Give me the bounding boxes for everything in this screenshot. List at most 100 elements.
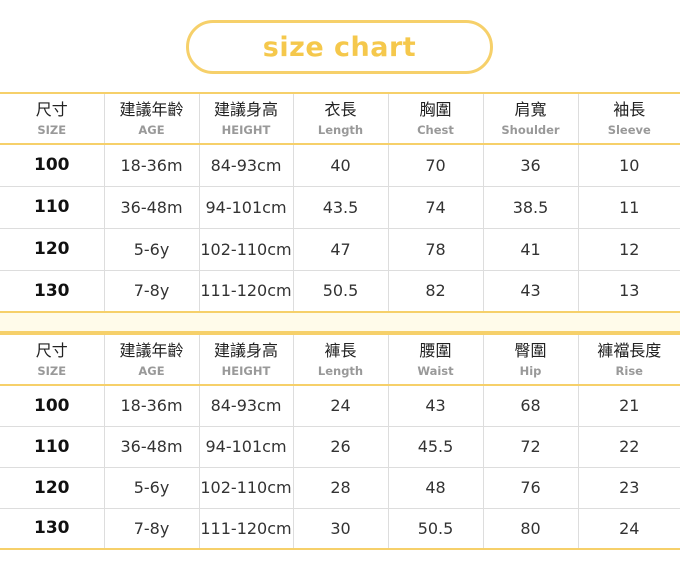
header-row: 尺寸 SIZE 建議年齡 AGE 建議身高 HEIGHT 衣長 Length 胸圍 Chest 肩寬…	[0, 93, 680, 144]
table-row: 100 18-36m 84-93cm 24 43 68 21	[0, 385, 680, 426]
value-cell: 102-110cm	[198, 467, 293, 508]
header-label-zh: 建議身高	[213, 99, 278, 119]
tops-size-table: 尺寸 SIZE 建議年齡 AGE 建議身高 HEIGHT 衣長 Length 胸圍 Chest 肩寬…	[0, 92, 680, 313]
column-header: 衣長 Length	[292, 93, 388, 144]
value-cell: 72	[482, 426, 578, 467]
header-label-en: Hip	[519, 363, 542, 378]
value-cell: 18-36m	[103, 144, 199, 186]
table-divider	[0, 311, 680, 333]
header-label-en: AGE	[138, 363, 165, 378]
header-label-en: Length	[317, 363, 364, 378]
value-cell: 36	[482, 144, 578, 186]
value-cell: 43	[387, 385, 483, 426]
size-cell: 120	[34, 477, 70, 498]
column-header: 建議年齡 AGE	[103, 334, 199, 385]
value-cell: 78	[387, 228, 483, 270]
value-cell: 5-6y	[103, 228, 199, 270]
header-label-zh: 建議年齡	[119, 99, 184, 119]
column-header: 褲長 Length	[292, 334, 388, 385]
value-cell: 40	[292, 144, 388, 186]
value-cell: 23	[577, 467, 680, 508]
value-cell: 82	[387, 270, 483, 312]
column-header: 建議身高 HEIGHT	[198, 334, 293, 385]
table-row: 110 36-48m 94-101cm 43.5 74 38.5 11	[0, 186, 680, 228]
header-label-en: SIZE	[37, 363, 67, 378]
value-cell: 5-6y	[103, 467, 199, 508]
table-row: 130 7-8y 111-120cm 50.5 82 43 13	[0, 270, 680, 312]
header-label-zh: 建議身高	[213, 340, 278, 360]
column-header: 臀圍 Hip	[482, 334, 578, 385]
header-label-zh: 尺寸	[35, 340, 68, 360]
size-cell: 100	[34, 155, 70, 176]
header-label-zh: 褲襠長度	[597, 340, 662, 360]
value-cell: 74	[387, 186, 483, 228]
header-label-zh: 衣長	[324, 99, 357, 119]
table-row: 120 5-6y 102-110cm 28 48 76 23	[0, 467, 680, 508]
value-cell: 45.5	[387, 426, 483, 467]
value-cell: 12	[577, 228, 680, 270]
value-cell: 26	[292, 426, 388, 467]
value-cell: 21	[577, 385, 680, 426]
column-header: 建議身高 HEIGHT	[198, 93, 293, 144]
size-cell: 110	[34, 436, 70, 457]
value-cell: 10	[577, 144, 680, 186]
header-label-en: Sleeve	[607, 122, 651, 137]
value-cell: 68	[482, 385, 578, 426]
size-cell: 130	[34, 280, 70, 301]
column-header: 袖長 Sleeve	[577, 93, 680, 144]
value-cell: 84-93cm	[198, 385, 293, 426]
size-chart-title: size chart	[186, 20, 493, 74]
header-label-zh: 袖長	[613, 99, 646, 119]
header-label-zh: 胸圍	[419, 99, 452, 119]
value-cell: 43.5	[292, 186, 388, 228]
header-label-en: Waist	[417, 363, 454, 378]
size-cell: 100	[34, 395, 70, 416]
value-cell: 50.5	[387, 508, 483, 549]
column-header: 胸圍 Chest	[387, 93, 483, 144]
header-label-en: Length	[317, 122, 364, 137]
header-label-zh: 臀圍	[514, 340, 547, 360]
value-cell: 76	[482, 467, 578, 508]
size-cell: 110	[34, 197, 70, 217]
table-row: 100 18-36m 84-93cm 40 70 36 10	[0, 144, 680, 186]
value-cell: 7-8y	[103, 508, 199, 549]
header-label-en: HEIGHT	[221, 122, 271, 137]
value-cell: 24	[577, 508, 680, 549]
value-cell: 111-120cm	[198, 508, 293, 549]
value-cell: 7-8y	[103, 270, 199, 312]
header-label-en: AGE	[138, 122, 165, 137]
value-cell: 50.5	[292, 270, 388, 312]
value-cell: 24	[292, 385, 388, 426]
value-cell: 47	[292, 228, 388, 270]
value-cell: 11	[577, 186, 680, 228]
header-label-zh: 肩寬	[514, 99, 547, 119]
value-cell: 41	[482, 228, 578, 270]
table-row: 110 36-48m 94-101cm 26 45.5 72 22	[0, 426, 680, 467]
column-header: 建議年齡 AGE	[103, 93, 199, 144]
table-row: 130 7-8y 111-120cm 30 50.5 80 24	[0, 508, 680, 549]
column-header: 肩寬 Shoulder	[482, 93, 578, 144]
value-cell: 13	[577, 270, 680, 312]
value-cell: 102-110cm	[198, 228, 293, 270]
value-cell: 94-101cm	[198, 186, 293, 228]
value-cell: 36-48m	[103, 186, 199, 228]
header-row: 尺寸 SIZE 建議年齡 AGE 建議身高 HEIGHT 褲長 Length 腰圍 Waist 臀圍…	[0, 334, 680, 385]
value-cell: 111-120cm	[198, 270, 293, 312]
header-label-zh: 尺寸	[35, 99, 68, 119]
size-cell: 130	[34, 518, 70, 539]
column-header: 腰圍 Waist	[387, 334, 483, 385]
header-label-en: SIZE	[37, 122, 67, 137]
value-cell: 36-48m	[103, 426, 199, 467]
header-label-zh: 建議年齡	[119, 340, 184, 360]
table-row: 120 5-6y 102-110cm 47 78 41 12	[0, 228, 680, 270]
value-cell: 30	[292, 508, 388, 549]
size-cell: 120	[34, 239, 70, 259]
header-label-en: HEIGHT	[221, 363, 271, 378]
header-label-en: Shoulder	[501, 122, 560, 137]
column-header: 褲襠長度 Rise	[577, 334, 680, 385]
header-label-en: Chest	[417, 122, 454, 137]
value-cell: 22	[577, 426, 680, 467]
header-label-zh: 褲長	[324, 340, 357, 360]
value-cell: 70	[387, 144, 483, 186]
bottoms-size-table: 尺寸 SIZE 建議年齡 AGE 建議身高 HEIGHT 褲長 Length 腰圍 Waist 臀圍…	[0, 333, 680, 550]
